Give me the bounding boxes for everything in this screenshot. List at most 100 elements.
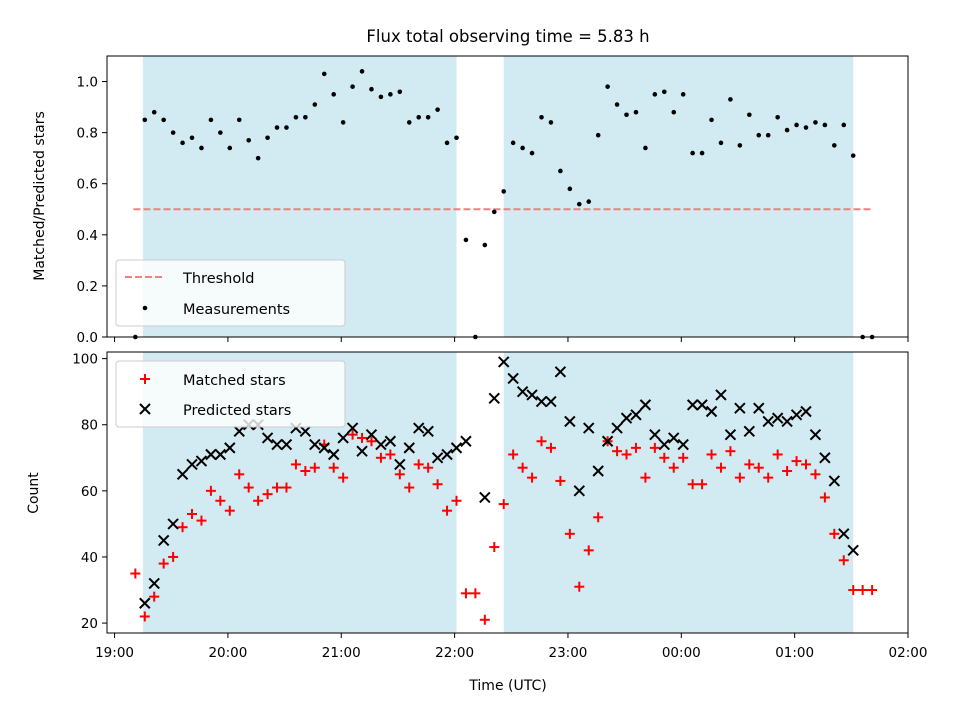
x-marker-b [828,475,841,487]
legend-measurements-swatch [142,305,148,311]
predicted-star-point [214,448,227,461]
matched-star-point [659,452,670,463]
matched-star-point [848,585,859,596]
matched-star-point [470,588,481,599]
matched-star-point [168,551,179,562]
predicted-star-point [337,432,349,444]
matched-star-point [489,542,500,553]
matched-star-point [857,585,868,596]
predicted-star-point [545,395,557,408]
measurement-point [142,117,148,123]
x-marker-b [299,425,312,438]
matched-star-point [564,528,575,539]
x-marker-b [365,428,378,441]
matched-star-point [734,472,745,483]
measurement-point [529,150,535,156]
measurement-point [246,138,251,143]
predicted-star-point [441,448,453,461]
x-marker-b [413,422,425,434]
predicted-star-point [167,518,179,530]
predicted-star-point [592,465,604,477]
predicted-star-point [431,452,444,464]
predicted-star-point [743,425,756,438]
predicted-star-point [148,577,160,590]
measurement-point [180,140,185,146]
predicted-star-point [261,432,274,444]
measurement-point [208,117,214,123]
matched-star-point [829,528,840,539]
matched-star-point [621,449,632,460]
x-marker-b [658,438,671,451]
predicted-star-point [658,438,671,451]
predicted-star-point [498,356,510,368]
predicted-star-point [564,415,576,428]
predicted-star-point [800,405,812,418]
measurement-point [218,130,223,135]
x-marker-b [271,438,283,451]
top-plot-frame [106,55,909,338]
matched-star-point [819,492,830,503]
measurement-point [728,97,733,102]
matched-star-point [300,466,311,477]
x-marker-b [696,399,708,411]
x-marker-b [346,422,359,434]
matched-star-point [262,489,273,500]
measurement-point [199,145,204,151]
x-marker-b [375,438,387,451]
predicted-star-point [753,402,765,414]
x-marker-b [705,405,718,418]
measurement-point [510,140,516,146]
predicted-star-point [809,428,822,441]
matched-star-point [234,469,245,480]
x-marker-b [545,395,557,408]
predicted-star-point [696,399,708,411]
matched-star-point [649,442,660,453]
matched-star-point [253,495,264,506]
matched-star-point [338,472,349,483]
predicted-star-point [819,452,831,464]
matched-star-point [281,482,292,493]
x-marker-b [261,432,274,444]
measurement-point [189,135,195,141]
measurement-point [803,125,809,130]
predicted-star-point [139,597,151,609]
bottom-y-tick-label: 100 [72,352,98,368]
top-y-tick-label: 0.8 [77,126,98,142]
matched-star-point [479,614,490,625]
x-marker-b [309,438,321,451]
x-marker-b [186,458,198,471]
top-y-tick-label: 0.4 [77,228,98,244]
measurement-point [491,209,497,215]
bottom-y-tick-label: 20 [81,616,98,632]
measurement-point [671,109,677,115]
x-tick-label: 23:00 [548,645,587,661]
matched-star-point [205,485,216,496]
x-marker-b [157,534,170,547]
matched-star-point [196,515,207,526]
x-axis-label: Time (UTC) [468,678,546,694]
x-marker-b [139,403,151,415]
measurement-point [435,107,440,112]
x-marker-b [620,412,633,424]
matched-star-point [272,482,283,493]
matched-star-point [791,456,802,467]
bottom-y-axis-label: Count [26,472,42,514]
matched-star-point [394,469,405,480]
predicted-star-point [828,475,841,487]
predicted-star-point [639,399,652,411]
x-tick-label: 20:00 [208,645,247,661]
x-marker-b [516,385,529,398]
matched-star-point [612,446,623,457]
measurement-point [718,140,724,146]
matched-star-point [243,482,254,493]
predicted-star-point [488,392,500,404]
x-marker-b [819,452,831,464]
x-marker-b [441,448,453,461]
matched-star-point [668,462,679,473]
measurement-point [359,69,365,74]
matched-star-point [224,505,235,516]
bottom-panel: 20 40 60 80 100 19:00 20:00 21:00 22:00 23:00 00:… [26,351,927,694]
measurement-point [520,145,525,151]
matched-star-point [149,591,160,602]
x-marker-b [838,528,850,540]
